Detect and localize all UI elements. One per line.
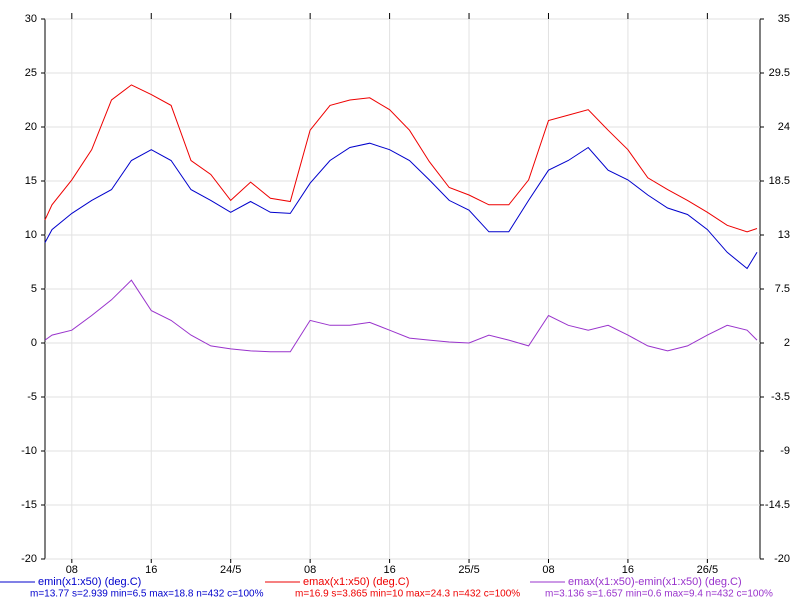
x-tick-label: 08 xyxy=(304,564,316,576)
y-tick-label: 5 xyxy=(31,283,37,295)
y-tick-label: 25 xyxy=(25,67,37,79)
legend-stats: m=16.9 s=3.865 min=10 max=24.3 n=432 c=1… xyxy=(295,589,520,600)
y2-tick-label: 13 xyxy=(778,229,790,241)
y2-tick-label: 2 xyxy=(784,337,790,349)
x-tick-label: 16 xyxy=(622,564,634,576)
x-tick-label: 08 xyxy=(542,564,554,576)
legend-label: emax(x1:x50) (deg.C) xyxy=(303,576,409,588)
y2-tick-label: -3.5 xyxy=(771,391,790,403)
legend-stats: m=13.77 s=2.939 min=6.5 max=18.8 n=432 c… xyxy=(30,589,264,600)
y-tick-label: -20 xyxy=(21,553,37,565)
y2-tick-label: 7.5 xyxy=(775,283,790,295)
series-line xyxy=(44,142,758,270)
y-tick-label: -15 xyxy=(21,499,37,511)
x-tick-label: 26/5 xyxy=(697,564,718,576)
series-line xyxy=(44,279,758,353)
y-tick-label: -5 xyxy=(27,391,37,403)
y-tick-label: 10 xyxy=(25,229,37,241)
x-tick-label: 16 xyxy=(145,564,157,576)
y2-tick-label: -20 xyxy=(774,553,790,565)
x-tick-label: 16 xyxy=(383,564,395,576)
y2-tick-label: -9 xyxy=(780,445,790,457)
y2-tick-label: 35 xyxy=(778,13,790,25)
y-tick-label: 0 xyxy=(31,337,37,349)
y2-tick-label: -14.5 xyxy=(765,499,790,511)
x-tick-label: 08 xyxy=(66,564,78,576)
legend-label: emin(x1:x50) (deg.C) xyxy=(38,576,141,588)
y-tick-label: 30 xyxy=(25,13,37,25)
x-tick-label: 24/5 xyxy=(220,564,241,576)
series-line xyxy=(44,84,758,233)
legend-label: emax(x1:x50)-emin(x1:x50) (deg.C) xyxy=(568,576,742,588)
y2-tick-label: 24 xyxy=(778,121,790,133)
y2-tick-label: 18.5 xyxy=(769,175,790,187)
x-tick-label: 25/5 xyxy=(458,564,479,576)
y-tick-label: 15 xyxy=(25,175,37,187)
y-tick-label: 20 xyxy=(25,121,37,133)
y-tick-label: -10 xyxy=(21,445,37,457)
legend-stats: m=3.136 s=1.657 min=0.6 max=9.4 n=432 c=… xyxy=(545,589,773,600)
y2-tick-label: 29.5 xyxy=(769,67,790,79)
